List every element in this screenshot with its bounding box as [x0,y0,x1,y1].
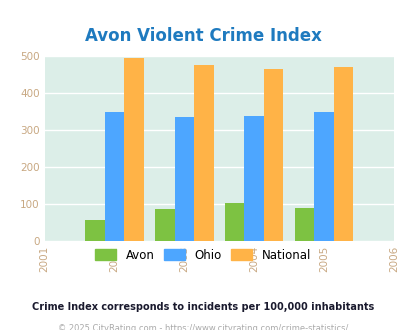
Bar [174,117,194,241]
Bar [224,203,244,241]
Bar [155,209,174,241]
Bar [85,220,104,241]
Text: © 2025 CityRating.com - https://www.cityrating.com/crime-statistics/: © 2025 CityRating.com - https://www.city… [58,324,347,330]
Bar [194,65,213,241]
Legend: Avon, Ohio, National: Avon, Ohio, National [90,244,315,266]
Bar [244,116,263,241]
Bar [294,208,313,241]
Bar [263,69,283,241]
Bar [124,57,143,241]
Text: Crime Index corresponds to incidents per 100,000 inhabitants: Crime Index corresponds to incidents per… [32,302,373,312]
Bar [313,112,333,241]
Bar [333,67,352,241]
Text: Avon Violent Crime Index: Avon Violent Crime Index [84,26,321,45]
Bar [104,112,124,241]
